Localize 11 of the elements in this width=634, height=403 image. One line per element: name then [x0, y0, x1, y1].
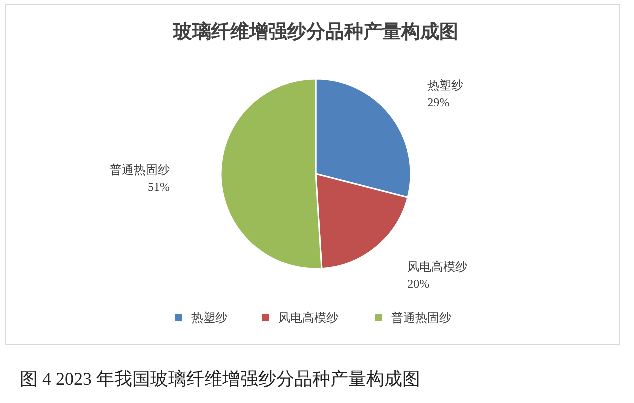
data-label: 51% [148, 180, 170, 194]
slice-label: 普通热固纱 [110, 163, 170, 178]
slice-label: 风电高模纱 [408, 260, 468, 274]
slice-label: 热塑纱 [428, 78, 464, 93]
chart-title: 玻璃纤维增强纱分品种产量构成图 [172, 21, 458, 43]
caption: 图 4 2023 年我国玻璃纤维增强纱分品种产量构成图 [20, 369, 420, 389]
data-label: 29% [428, 96, 450, 110]
legend-label: 风电高模纱 [278, 311, 338, 325]
data-label: 20% [408, 277, 430, 292]
legend-label: 热塑纱 [192, 311, 228, 325]
legend-label: 普通热固纱 [392, 311, 452, 325]
